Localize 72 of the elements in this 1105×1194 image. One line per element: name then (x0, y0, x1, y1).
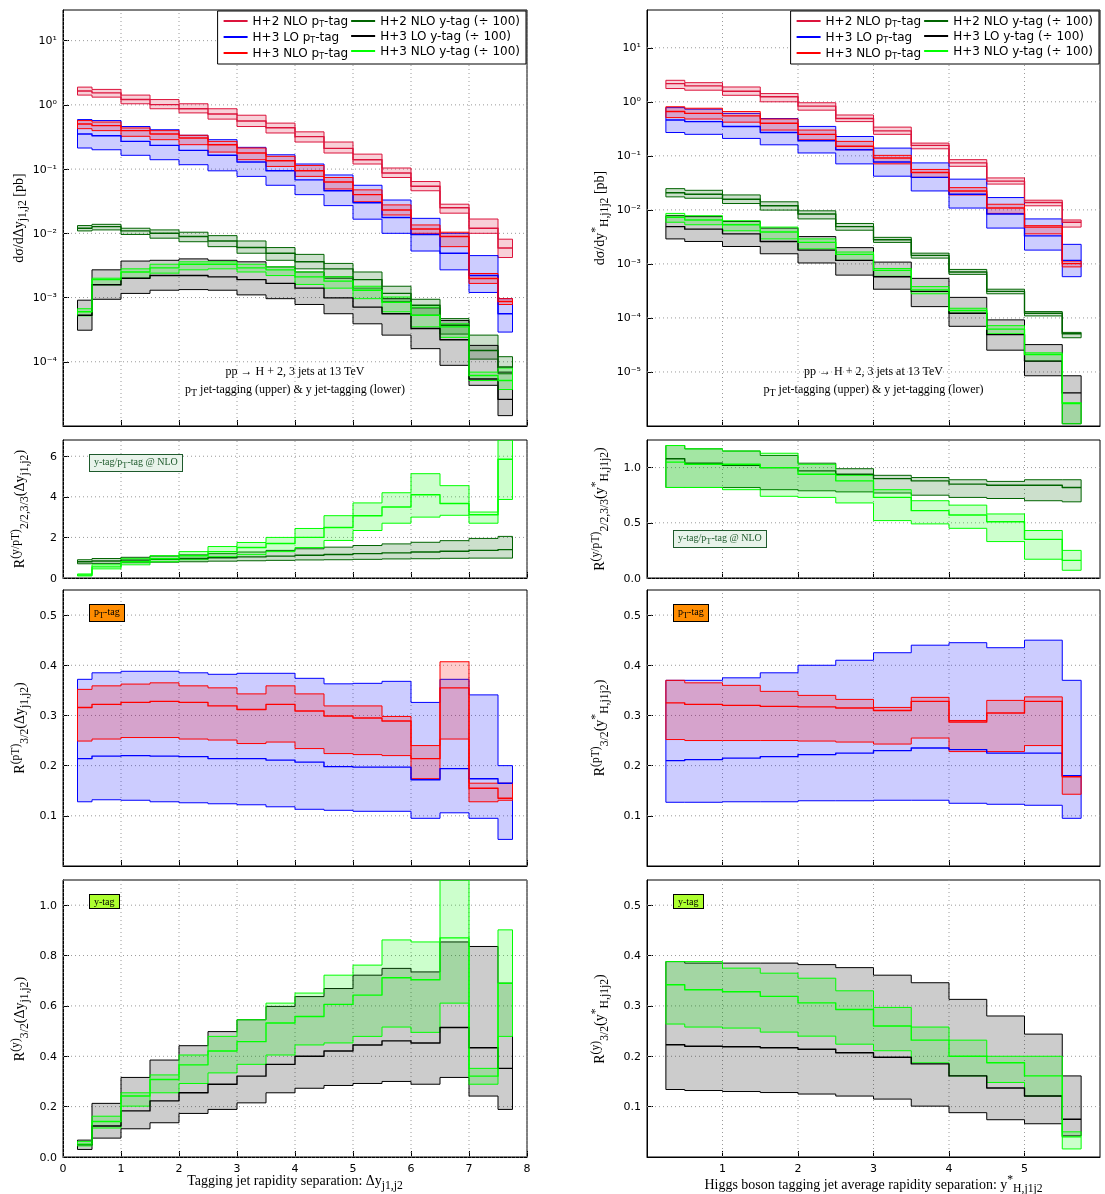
y-tick-label: 0.6 (39, 999, 57, 1013)
y-tick-label: 0.2 (623, 759, 641, 773)
x-tick-label: 4 (291, 1162, 299, 1175)
y-tick-label: 0.5 (623, 898, 641, 912)
y-tick-label: 0.3 (39, 708, 57, 722)
y-tick-label: 0.2 (39, 1100, 57, 1114)
x-tick-label: 3 (870, 1162, 877, 1175)
x-tick-label: 5 (349, 1162, 357, 1175)
annotation: pp → H + 2, 3 jets at 13 TeV (225, 364, 365, 379)
y-tick-label: 10⁰ (622, 95, 642, 109)
annotation: y-tag/p$_{T}$-tag @ NLO (89, 454, 183, 472)
y-tick-label: 0.1 (39, 809, 57, 823)
annotation: pp → H + 2, 3 jets at 13 TeV (803, 364, 944, 379)
x-tick-label: 2 (175, 1162, 183, 1175)
y-tick-label: 10⁻⁵ (616, 365, 641, 379)
legend-label: H+2 NLO y-tag (÷ 100) (380, 14, 521, 28)
y-tick-label: 2 (50, 530, 57, 544)
y-tick-label: 10⁻¹ (616, 149, 641, 163)
y-tick-label: 10¹ (622, 41, 641, 55)
y-tick-label: 0.4 (39, 658, 57, 672)
y-tick-label: 0.1 (623, 809, 641, 823)
y-tick-label: 0.0 (623, 571, 641, 585)
x-tick-label: 8 (523, 1162, 531, 1175)
y-tick-label: 10⁰ (38, 98, 58, 112)
y-tick-label: 10⁻² (616, 203, 641, 217)
y-tick-label: 0.4 (39, 1049, 57, 1063)
y-tick-label: 10⁻¹ (32, 162, 57, 176)
y-tick-label: 1.0 (39, 898, 57, 912)
y-tick-label: 4 (50, 490, 57, 504)
y-tick-label: 10¹ (38, 34, 57, 48)
y-tick-label: 10⁻³ (616, 257, 641, 271)
x-tick-label: 4 (945, 1162, 953, 1175)
y-tick-label: 0.5 (39, 608, 57, 622)
legend-label: H+3 NLO y-tag (÷ 100) (380, 44, 521, 58)
x-tick-label: 0 (59, 1162, 67, 1175)
legend-label: H+3 LO y-tag (÷ 100) (380, 29, 512, 43)
x-tick-label: 1 (719, 1162, 726, 1175)
y-tick-label: 0.1 (623, 1100, 641, 1114)
y-tick-label: 0.5 (623, 608, 641, 622)
y-tick-label: 0.2 (623, 1049, 641, 1063)
y-tick-label: 0.4 (623, 658, 641, 672)
annotation: y-tag (89, 894, 120, 909)
y-tick-label: 0.8 (39, 949, 57, 963)
x-tick-label: 3 (233, 1162, 241, 1175)
legend-label: H+2 NLO y-tag (÷ 100) (953, 14, 1094, 28)
y-tick-label: 0.0 (39, 1150, 57, 1164)
y-tick-label: 10⁻² (32, 226, 57, 240)
x-tick-label: 6 (407, 1162, 415, 1175)
x-tick-label: 5 (1021, 1162, 1028, 1175)
y-tick-label: 0.3 (623, 708, 641, 722)
annotation: p$_{T}$-tag (673, 604, 709, 622)
y-tick-label: 0.4 (623, 949, 641, 963)
y-tick-label: 0.2 (39, 759, 57, 773)
x-tick-label: 2 (794, 1162, 802, 1175)
legend-label: H+3 LO y-tag (÷ 100) (953, 29, 1085, 43)
x-tick-label: 1 (117, 1162, 125, 1175)
y-tick-label: 10⁻⁴ (616, 311, 642, 325)
y-tick-label: 10⁻³ (32, 291, 57, 305)
y-tick-label: 10⁻⁴ (32, 355, 58, 369)
legend-label: H+3 NLO y-tag (÷ 100) (953, 44, 1094, 58)
annotation: y-tag/p$_{T}$-tag @ NLO (673, 530, 767, 548)
annotation: p$_{T}$ jet-tagging (upper) & y jet-tagging (lower) (763, 382, 984, 399)
annotation: y-tag (673, 894, 704, 909)
y-tick-label: 0 (50, 571, 57, 585)
y-tick-label: 0.5 (623, 516, 641, 530)
y-tick-label: 1.0 (623, 461, 641, 475)
y-tick-label: 0.3 (623, 999, 641, 1013)
x-tick-label: 7 (465, 1162, 473, 1175)
y-tick-label: 6 (50, 449, 57, 463)
annotation: p$_{T}$-tag (89, 604, 125, 622)
annotation: p$_{T}$ jet-tagging (upper) & y jet-tagging (lower) (184, 382, 406, 399)
x-axis-title: Tagging jet rapidity separation: Δy$_{j1,j2}$ (187, 1173, 403, 1192)
